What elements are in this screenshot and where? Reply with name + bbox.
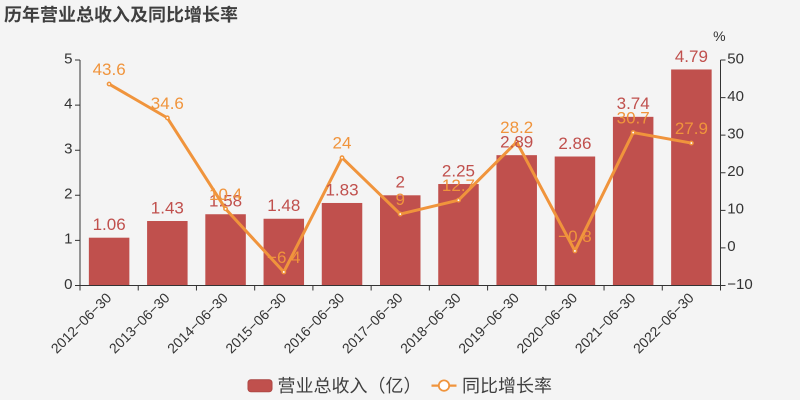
svg-text:2: 2 (396, 173, 405, 192)
svg-text:40: 40 (727, 88, 744, 105)
svg-text:3.74: 3.74 (617, 94, 650, 113)
svg-text:30: 30 (727, 125, 744, 142)
svg-text:2: 2 (64, 186, 72, 203)
svg-text:2.86: 2.86 (558, 134, 591, 153)
svg-text:4: 4 (64, 95, 72, 112)
svg-text:3: 3 (64, 141, 72, 158)
svg-text:28.2: 28.2 (500, 118, 533, 137)
svg-text:−6.4: −6.4 (267, 248, 301, 267)
svg-text:1.83: 1.83 (325, 180, 358, 199)
svg-text:50: 50 (727, 50, 744, 67)
svg-text:5: 5 (64, 50, 72, 67)
svg-text:1.06: 1.06 (93, 215, 126, 234)
svg-text:1: 1 (64, 231, 72, 248)
svg-text:9: 9 (396, 190, 405, 209)
svg-text:24: 24 (333, 134, 352, 153)
svg-text:1.48: 1.48 (267, 196, 300, 215)
svg-text:%: % (713, 28, 725, 44)
svg-text:12.7: 12.7 (442, 176, 475, 195)
svg-text:1.58: 1.58 (209, 192, 242, 211)
svg-text:−0.8: −0.8 (558, 227, 592, 246)
svg-text:2.25: 2.25 (442, 161, 475, 180)
svg-text:1.43: 1.43 (151, 198, 184, 217)
svg-text:43.6: 43.6 (93, 60, 126, 79)
svg-text:30.7: 30.7 (617, 109, 650, 128)
svg-text:27.9: 27.9 (675, 119, 708, 138)
svg-text:0: 0 (64, 276, 72, 293)
svg-text:10: 10 (727, 201, 744, 218)
svg-text:0: 0 (727, 238, 735, 255)
svg-text:34.6: 34.6 (151, 94, 184, 113)
svg-text:−10: −10 (727, 276, 752, 293)
svg-text:2.89: 2.89 (500, 132, 533, 151)
svg-text:10.4: 10.4 (209, 185, 242, 204)
svg-text:20: 20 (727, 163, 744, 180)
svg-text:4.79: 4.79 (675, 47, 708, 66)
